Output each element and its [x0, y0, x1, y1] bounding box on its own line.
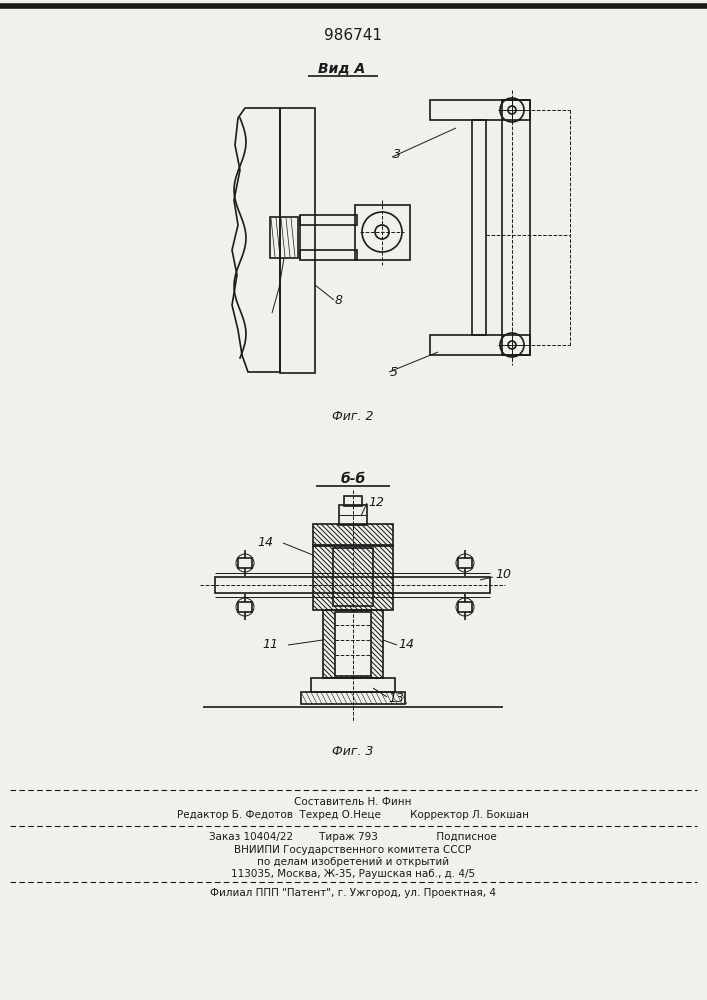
Bar [458, 602, 472, 612]
Text: 8: 8 [335, 294, 343, 306]
Text: 14: 14 [257, 536, 273, 550]
Bar [353, 610, 383, 678]
Bar [280, 108, 315, 373]
Text: 14: 14 [398, 639, 414, 652]
Bar [270, 217, 298, 258]
Text: 12: 12 [368, 495, 384, 508]
Text: Заказ 10404/22        Тираж 793                  Подписное: Заказ 10404/22 Тираж 793 Подписное [209, 832, 497, 842]
Bar [333, 548, 373, 606]
Bar [311, 678, 395, 692]
Text: Филиал ППП "Патент", г. Ужгород, ул. Проектная, 4: Филиал ППП "Патент", г. Ужгород, ул. Про… [210, 888, 496, 898]
Bar [355, 205, 410, 260]
Bar [502, 100, 530, 355]
Bar [458, 558, 472, 568]
Bar [430, 100, 530, 120]
Bar [238, 558, 252, 568]
Bar [472, 120, 486, 335]
Text: 113035, Москва, Ж-35, Раушская наб., д. 4/5: 113035, Москва, Ж-35, Раушская наб., д. … [231, 869, 475, 879]
Bar [300, 250, 357, 260]
Text: 3: 3 [393, 148, 401, 161]
Text: 11: 11 [262, 639, 278, 652]
Text: 986741: 986741 [324, 28, 382, 43]
Text: Фиг. 3: Фиг. 3 [332, 745, 374, 758]
Text: Вид А: Вид А [318, 62, 366, 76]
Bar [238, 602, 252, 612]
Text: б-б: б-б [340, 472, 366, 486]
Text: ВНИИПИ Государственного комитета СССР: ВНИИПИ Государственного комитета СССР [235, 845, 472, 855]
Bar [344, 496, 362, 506]
Bar [300, 215, 357, 225]
Bar [430, 335, 530, 355]
Bar [335, 612, 371, 676]
Text: по делам изобретений и открытий: по делам изобретений и открытий [257, 857, 449, 867]
Bar [215, 577, 490, 593]
Bar [323, 610, 353, 678]
Text: Фиг. 2: Фиг. 2 [332, 410, 374, 423]
Bar [313, 524, 393, 546]
Text: Составитель Н. Финн: Составитель Н. Финн [294, 797, 411, 807]
Text: 10: 10 [495, 568, 511, 582]
Text: 13: 13 [388, 692, 404, 704]
Text: 5: 5 [390, 365, 398, 378]
Bar [313, 545, 393, 610]
Text: Редактор Б. Федотов  Техред О.Неце         Корректор Л. Бокшан: Редактор Б. Федотов Техред О.Неце Коррек… [177, 810, 529, 820]
Bar [301, 692, 405, 704]
Bar [339, 505, 367, 525]
